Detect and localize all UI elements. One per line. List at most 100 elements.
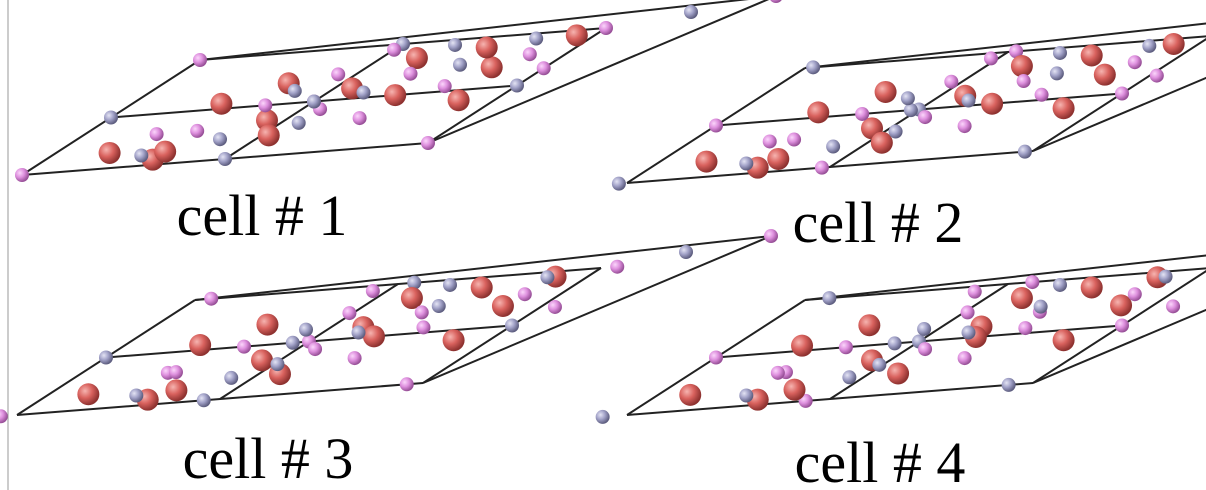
atom [1115,319,1129,333]
atom [962,94,976,108]
atom [1011,55,1033,77]
atom [917,322,931,336]
cell-edge [805,268,1206,300]
atom [342,306,356,320]
atom [218,152,232,166]
cell-label: cell # 3 [183,426,354,490]
atom [1002,378,1016,392]
atom [204,292,218,306]
atom [822,291,836,305]
cell-edge [195,268,601,300]
atom [1018,145,1032,159]
atom [769,0,783,3]
atom [481,56,503,78]
atom [739,157,753,171]
atom [224,371,238,385]
atom [1017,74,1031,88]
atom [839,340,853,354]
atom [307,95,321,109]
atom [709,119,723,133]
atom [944,75,958,89]
atom [815,161,829,175]
atom [901,91,915,105]
atom [1115,87,1129,101]
atom [888,336,902,350]
atom [190,124,204,138]
atom [505,319,519,333]
atom [806,60,820,74]
atom [968,285,982,299]
atom [763,134,777,148]
atom [529,32,543,46]
atom [875,81,897,103]
atom [887,362,909,384]
atom [523,47,537,61]
atom [807,101,829,123]
atom [599,21,613,35]
atom [213,132,227,146]
atom [1050,66,1064,80]
atom [443,278,457,292]
atom [432,299,446,313]
atom [0,409,8,423]
atom [1034,300,1048,314]
atom [448,89,470,111]
cell-label: cell # 4 [795,430,966,490]
atom [566,24,588,46]
atom [492,295,514,317]
atom [1128,55,1142,69]
atom [1011,287,1033,309]
atom [476,37,498,59]
atom [453,58,467,72]
atom [443,329,465,351]
atom [540,270,554,284]
atom [99,142,121,164]
atom [596,410,610,424]
atom [421,136,435,150]
atom [784,379,806,401]
atom [401,287,423,309]
atom [958,119,972,133]
atom [352,326,366,340]
atom [1128,287,1142,301]
atom [771,366,785,380]
atom [150,127,164,141]
atom [709,351,723,365]
atom [1081,45,1103,67]
atom [77,383,99,405]
atom [299,323,313,337]
atom [961,305,975,319]
atom [348,351,362,365]
atom [258,124,280,146]
atom [292,116,306,130]
atom [1163,33,1185,55]
atom [610,260,624,274]
atom [1166,299,1180,313]
atom [270,357,284,371]
atom [1094,64,1116,86]
atom [510,79,524,93]
atom [612,177,626,191]
atom [1053,278,1067,292]
atom [288,84,302,98]
atom [251,349,273,371]
atom [357,86,371,100]
atom [1053,97,1075,119]
atom [353,111,367,125]
atom [197,393,211,407]
figure: cell # 1 cell # 2 cell # 3 cell # 4 [0,0,1206,490]
atom [918,110,932,124]
atom [169,365,183,379]
atom [438,79,452,93]
atom [679,384,701,406]
atom [842,370,856,384]
atom [104,111,118,125]
atom [154,141,176,163]
atom [210,93,232,115]
atom [1053,46,1067,60]
cell-label: cell # 2 [793,190,964,255]
atom [406,47,428,69]
atom [684,5,698,19]
atom [826,140,840,154]
atom [889,125,903,139]
